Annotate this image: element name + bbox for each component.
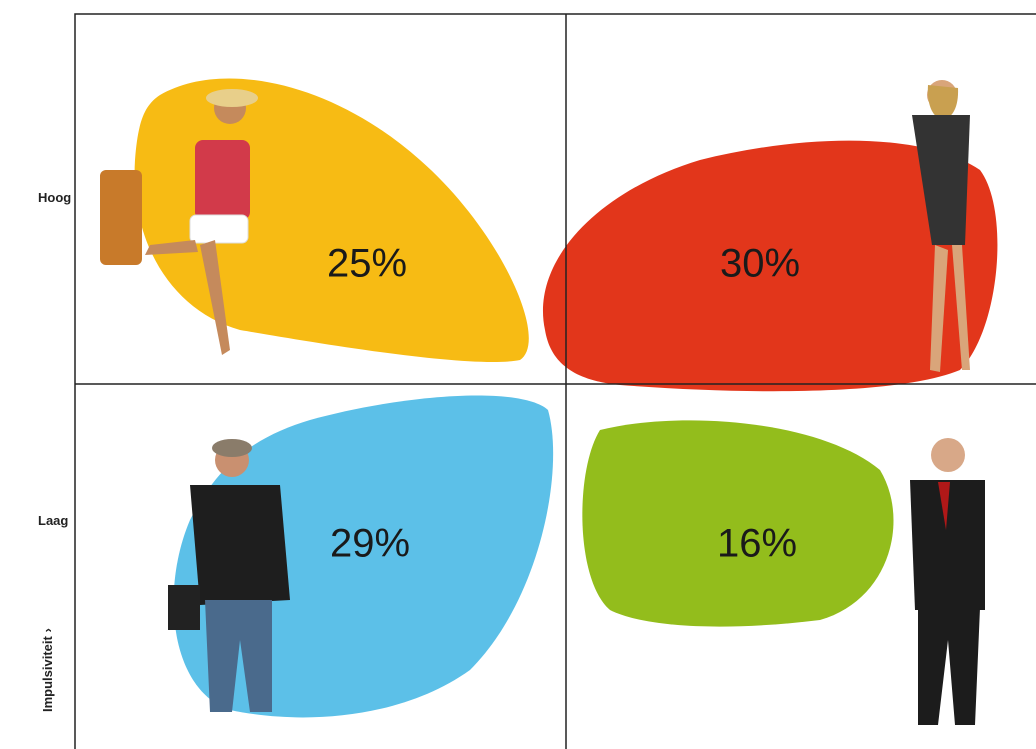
y-label-low: Laag [38,513,68,528]
quadrant-value: 16% [717,522,797,566]
y-axis-title: Impulsiviteit › [40,628,55,712]
y-label-high: Hoog [38,190,71,205]
page: Hoog Laag Impulsiviteit › 25% 30% 29% 16… [0,0,1036,749]
quadrant-chart: Hoog Laag Impulsiviteit › 25% 30% 29% 16… [0,0,1036,749]
quadrant-value: 29% [330,522,410,566]
figure-man-suit [910,438,985,725]
quadrant-value: 25% [327,242,407,286]
quadrant-value: 30% [720,242,800,286]
